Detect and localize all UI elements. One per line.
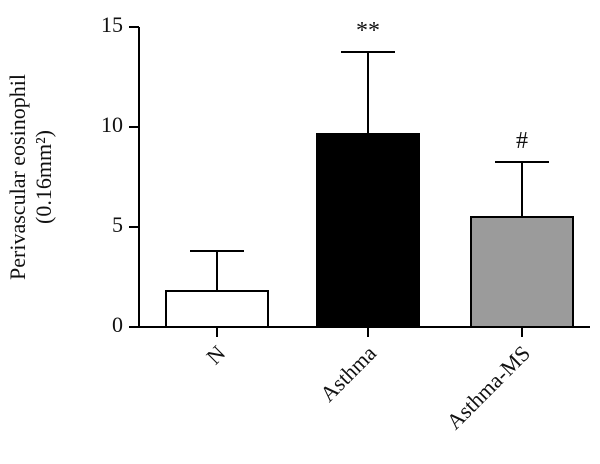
x-tick-label: Asthma (315, 340, 381, 406)
bar-asthma (316, 133, 420, 328)
bar-n (165, 290, 269, 328)
y-tick-label: 15 (101, 12, 123, 37)
significance-marker: # (516, 128, 528, 154)
y-axis-label-line-1: Perivascular eosinophil (5, 74, 30, 280)
significance-marker: ** (356, 18, 380, 44)
x-tick-label: Asthma-MS (441, 340, 535, 434)
y-tick-label: 5 (112, 212, 123, 237)
y-tick-label: 0 (112, 312, 123, 337)
y-tick-label: 10 (101, 112, 123, 137)
y-axis-label-line-2: (0.16mm²) (31, 130, 56, 224)
x-tick-label: N (201, 340, 230, 369)
bar-asthma-ms (470, 216, 574, 328)
